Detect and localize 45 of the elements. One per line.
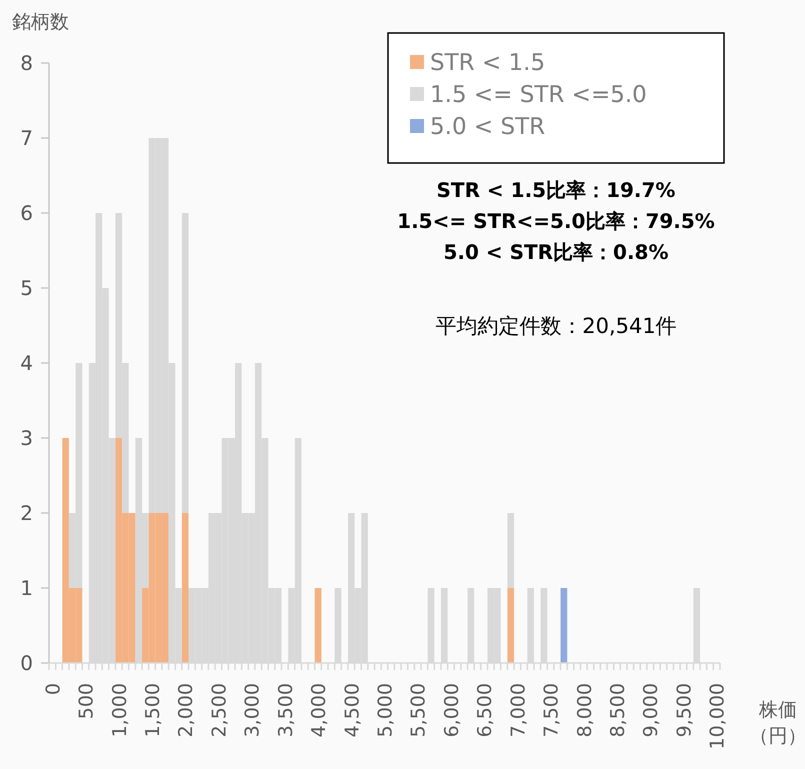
legend-label: 1.5 <= STR <=5.0 (430, 82, 647, 108)
x-tick-label: 1,000 (108, 683, 131, 738)
legend-label: 5.0 < STR (430, 114, 546, 140)
x-tick-label: 3,500 (274, 683, 297, 738)
x-tick-label: 1,500 (142, 683, 164, 738)
x-tick-label: 6,000 (440, 683, 463, 738)
x-tick-label: 5,500 (408, 683, 430, 738)
y-tick-label: 8 (20, 51, 33, 75)
y-axis-title: 銘柄数 (12, 11, 69, 33)
x-tick-label: 6,500 (474, 683, 496, 738)
bar (507, 588, 514, 663)
y-tick-label: 6 (20, 201, 33, 225)
annotation: 5.0 < STR比率：0.8% (443, 240, 669, 264)
x-tick-label: 4,000 (308, 683, 330, 738)
x-tick-label: 7,000 (507, 683, 530, 738)
y-tick-label: 0 (20, 651, 33, 675)
x-tick-label: 4,500 (341, 683, 364, 738)
x-tick-label: 8,500 (607, 683, 630, 738)
x-axis-title: 株価（円） (750, 699, 805, 747)
x-tick-label: 7,500 (540, 683, 563, 738)
y-tick-label: 4 (20, 351, 33, 375)
bar (182, 213, 189, 513)
x-tick-label: 3,000 (242, 683, 264, 738)
x-tick-label: 2,000 (175, 683, 198, 738)
y-tick-label: 1 (20, 576, 33, 600)
x-tick-label: 2,500 (208, 683, 230, 738)
bar (507, 513, 514, 588)
bar (314, 588, 322, 663)
y-tick-label: 7 (20, 126, 33, 150)
legend-label: STR < 1.5 (430, 50, 546, 76)
bar (182, 513, 189, 663)
annotation: STR < 1.5比率：19.7% (436, 178, 676, 202)
x-tick-label: 500 (76, 683, 98, 720)
y-tick-label: 5 (20, 276, 33, 300)
x-tick-label: 5,000 (374, 683, 396, 738)
annotation: 1.5<= STR<=5.0比率：79.5% (397, 209, 715, 233)
x-tick-label: 10,000 (706, 683, 729, 750)
annotation: 平均約定件数：20,541件 (435, 314, 677, 338)
bar (560, 588, 568, 663)
x-tick-label: 8,000 (574, 683, 596, 738)
x-tick-label: 9,500 (673, 683, 696, 738)
x-tick-label: 9,000 (640, 683, 662, 738)
y-tick-label: 3 (20, 426, 33, 450)
y-tick-label: 2 (20, 501, 33, 525)
x-tick-label: 0 (42, 683, 64, 696)
